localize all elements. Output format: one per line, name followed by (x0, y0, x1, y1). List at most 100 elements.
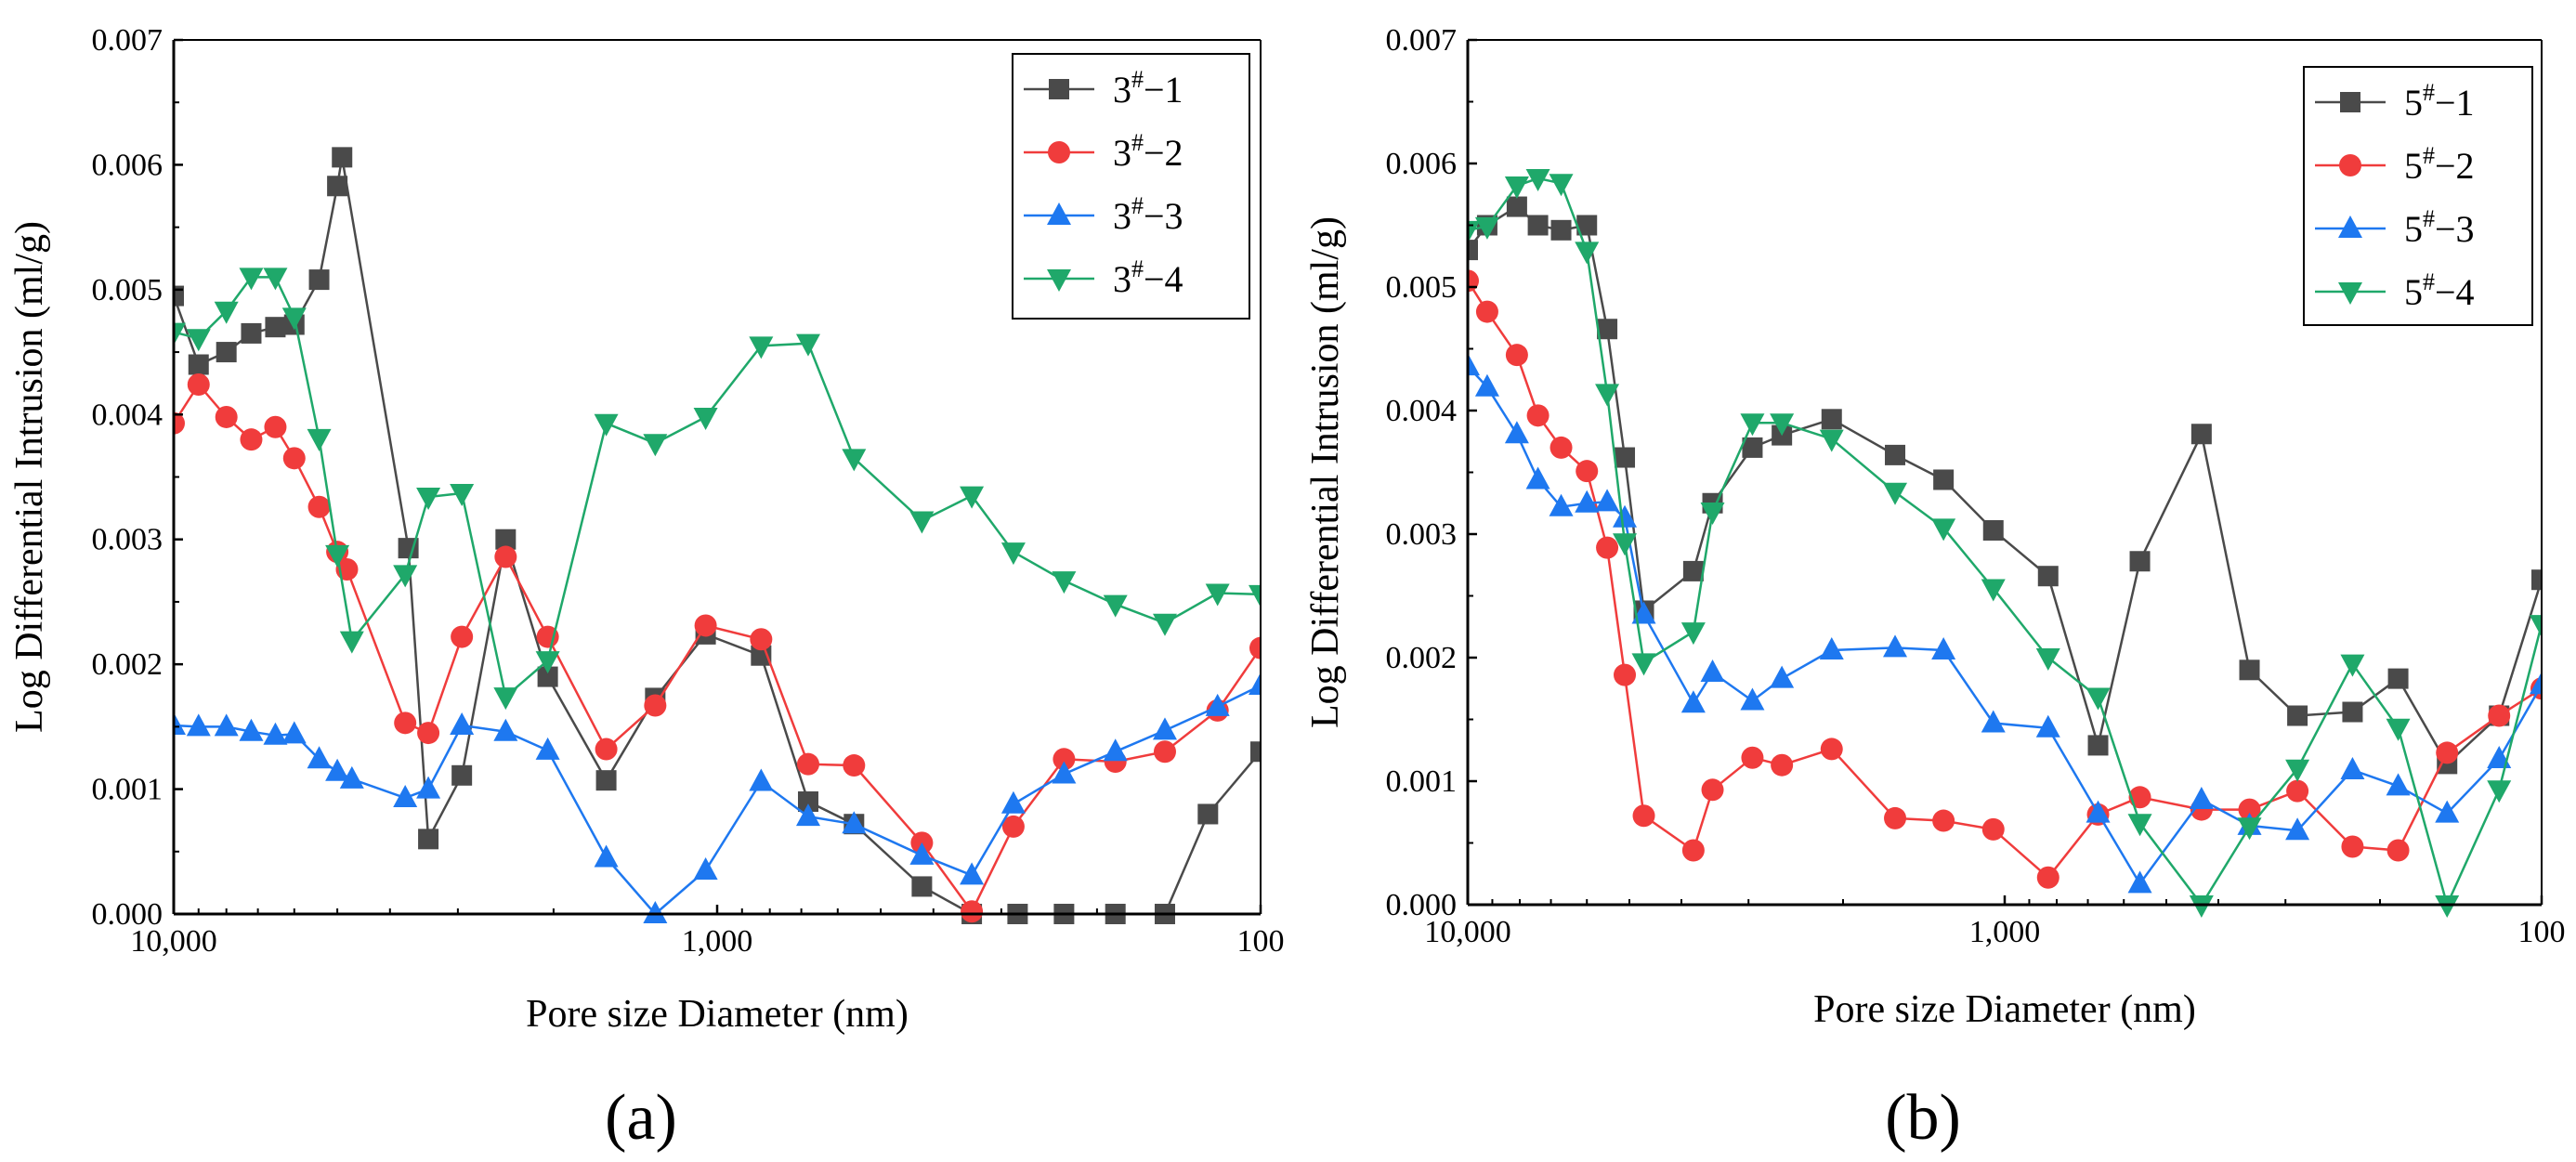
data-point (282, 447, 306, 470)
legend: 3#−1 3#−2 3#−3 3#−4 (1012, 53, 1250, 320)
data-point (1595, 489, 1620, 512)
data-point (325, 758, 350, 781)
data-point (1701, 778, 1724, 802)
data-point (239, 718, 264, 741)
data-point (1931, 518, 1956, 542)
data-point (1771, 753, 1794, 777)
data-point (535, 651, 560, 674)
data-point (494, 545, 517, 568)
y-tick-label: 0.000 (1386, 888, 1458, 922)
data-point (1700, 659, 1725, 682)
data-point (174, 712, 186, 736)
data-point (1525, 168, 1550, 191)
legend-marker (1048, 141, 1070, 163)
data-point (1575, 242, 1600, 265)
data-point (1820, 738, 1843, 761)
y-tick-label: 0.007 (1386, 23, 1458, 58)
legend-entry-5-2: 5#−2 (2315, 142, 2475, 187)
data-point (2189, 786, 2214, 809)
data-point (214, 301, 239, 324)
data-point (1475, 300, 1498, 323)
data-point (1595, 384, 1620, 407)
data-point (1681, 839, 1705, 862)
y-axis-label: Log Differential Intrusion (ml/g) (8, 221, 51, 733)
data-point (2036, 866, 2059, 889)
y-tick-label: 0.001 (1386, 764, 1458, 799)
data-point (325, 544, 350, 568)
data-point (749, 336, 774, 359)
y-tick-label: 0.003 (92, 523, 163, 557)
data-point (1153, 740, 1176, 764)
data-point (2190, 424, 2212, 445)
data-point (2286, 779, 2309, 803)
data-point (1885, 444, 1906, 465)
data-point (1740, 687, 1765, 711)
data-point (493, 687, 518, 711)
data-point (1152, 613, 1177, 636)
data-point (2530, 672, 2542, 695)
y-axis-label: Log Differential Intrusion (ml/g) (1304, 216, 1347, 728)
data-point (241, 322, 262, 344)
data-point (749, 768, 774, 791)
data-point (1525, 466, 1550, 490)
data-point (450, 483, 475, 506)
data-point (339, 631, 364, 654)
data-point (493, 718, 518, 741)
data-point (1770, 665, 1795, 688)
data-point (1682, 560, 1704, 581)
data-point (644, 694, 667, 717)
data-point (1468, 220, 1480, 243)
data-point (1614, 663, 1637, 686)
data-point (2086, 800, 2111, 823)
data-point (2435, 800, 2460, 823)
legend-entry-5-3: 5#−3 (2315, 205, 2475, 250)
data-point (2487, 780, 2512, 803)
data-point (1981, 710, 2006, 733)
data-point (1474, 373, 1499, 397)
y-tick-label: 0.005 (1386, 270, 1458, 305)
data-point (594, 413, 619, 437)
data-point (1468, 353, 1480, 376)
data-point (416, 488, 441, 511)
data-point (1933, 469, 1955, 490)
data-point (595, 738, 618, 761)
legend-entry-3-2: 3#−2 (1024, 129, 1183, 174)
data-point (174, 322, 186, 346)
data-point (1550, 436, 1573, 459)
y-tick-label: 0.006 (1386, 147, 1458, 181)
data-point (1981, 579, 2006, 602)
y-tick-label: 0.002 (92, 647, 163, 682)
data-point (2386, 839, 2410, 862)
y-tick-label: 0.006 (92, 148, 163, 182)
data-point (1821, 409, 1842, 430)
data-point (694, 614, 717, 637)
data-point (2127, 814, 2152, 837)
x-tick-label: 10,000 (1424, 915, 1511, 949)
data-point (2128, 786, 2151, 809)
x-axis-label: Pore size Diameter (nm) (526, 993, 909, 1036)
data-point (842, 811, 867, 834)
legend-marker (2338, 282, 2362, 305)
data-point (1249, 584, 1261, 607)
data-point (1819, 429, 1844, 452)
data-point (1197, 803, 1219, 825)
data-point (1931, 637, 1956, 660)
data-point (961, 900, 984, 923)
data-point (797, 791, 818, 813)
data-point (1576, 460, 1599, 483)
data-point (1506, 196, 1527, 217)
legend-label: 5#−3 (2404, 205, 2475, 250)
series-line-5-4 (1468, 176, 2542, 908)
data-point (2239, 659, 2260, 681)
data-point (1526, 404, 1550, 427)
data-point (594, 844, 619, 868)
data-point (188, 354, 209, 375)
data-point (264, 415, 287, 438)
series-5-4 (1468, 168, 2542, 918)
legend-entry-3-4: 3#−4 (1024, 255, 1183, 300)
data-point (843, 754, 866, 777)
data-point (795, 803, 820, 827)
data-point (307, 495, 331, 518)
data-point (2531, 569, 2542, 591)
